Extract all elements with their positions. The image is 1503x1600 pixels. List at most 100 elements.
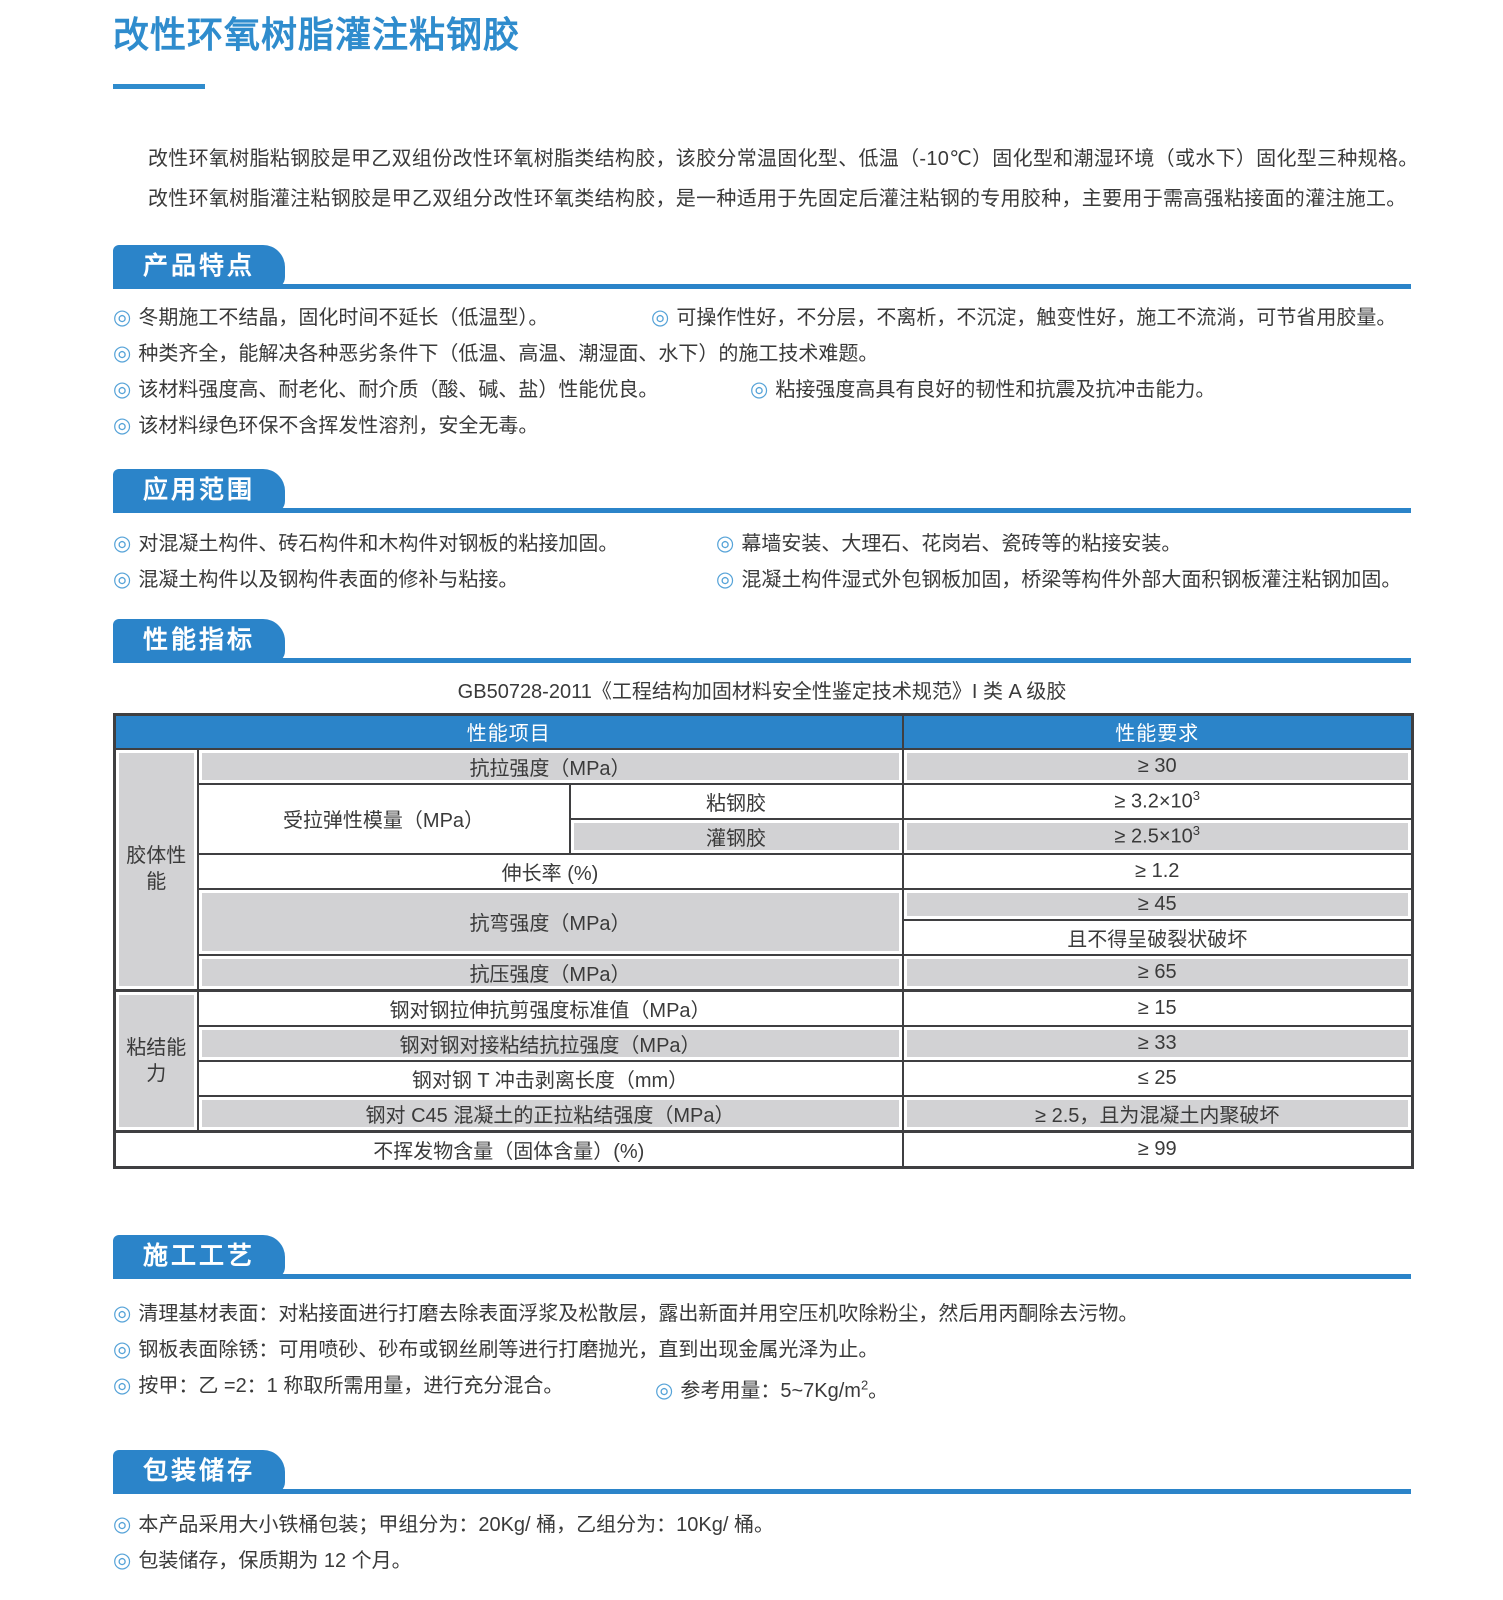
packaging-list: ◎ 本产品采用大小铁桶包装；甲组分为：20Kg/ 桶，乙组分为：10Kg/ 桶。 …	[113, 1512, 1411, 1574]
section-rule	[113, 1273, 1411, 1279]
list-row: ◎ 包装储存，保质期为 12 个月。	[113, 1548, 1411, 1574]
double-circle-bullet-icon: ◎	[716, 568, 735, 591]
list-item-text: 该材料强度高、耐老化、耐介质（酸、碱、盐）性能优良。	[138, 379, 659, 401]
exponent: 3	[1192, 788, 1201, 804]
list-item-text: 钢板表面除锈：可用喷砂、砂布或钢丝刷等进行打磨抛光，直到出现金属光泽为止。	[138, 1338, 879, 1361]
table-header-row: 性能项目 性能要求	[113, 713, 1414, 750]
double-circle-bullet-icon: ◎	[113, 1337, 132, 1361]
list-item-text: 混凝土构件以及钢构件表面的修补与粘接。	[138, 569, 519, 591]
list-row: ◎ 该材料强度高、耐老化、耐介质（酸、碱、盐）性能优良。 ◎ 粘接强度高具有良好的韧…	[113, 377, 1411, 403]
list-item-text: 本产品采用大小铁桶包装；甲组分为：20Kg/ 桶，乙组分为：10Kg/ 桶。	[138, 1514, 774, 1537]
requirement-cell: ≥ 33	[901, 1024, 1414, 1062]
double-circle-bullet-icon: ◎	[651, 306, 670, 329]
list-item-text: 参考用量：5~7Kg/m2。	[680, 1377, 889, 1403]
double-circle-bullet-icon: ◎	[716, 532, 735, 555]
section-header-applications: 应用范围	[113, 469, 1411, 513]
table-row: 粘结能力 钢对钢拉伸抗剪强度标准值（MPa） ≥ 15	[113, 988, 1414, 1132]
property-name-cell: 钢对 C45 混凝土的正拉粘结强度（MPa）	[196, 1094, 904, 1132]
section-rule	[113, 284, 1411, 289]
table-row: 钢对钢 T 冲击剥离长度（mm） ≤ 25	[115, 1059, 1414, 1097]
requirement-cell: ≥ 1.2	[901, 852, 1414, 890]
list-item: ◎ 可操作性好，不分层，不离析，不沉淀，触变性好，施工不流淌，可节省用胶量。	[651, 305, 1396, 331]
section-badge-applications: 应用范围	[113, 469, 286, 513]
list-row: ◎ 混凝土构件以及钢构件表面的修补与粘接。 ◎ 混凝土构件湿式外包钢板加固，桥梁等构…	[113, 567, 1411, 593]
list-item: ◎ 对混凝土构件、砖石构件和木构件对钢板的粘接加固。	[113, 531, 716, 557]
property-name-cell: 抗弯强度（MPa）	[196, 887, 904, 956]
list-item: ◎ 钢板表面除锈：可用喷砂、砂布或钢丝刷等进行打磨抛光，直到出现金属光泽为止。	[113, 1337, 878, 1363]
list-item-text: 粘接强度高具有良好的韧性和抗震及抗冲击能力。	[775, 379, 1216, 401]
list-item: ◎ 种类齐全，能解决各种恶劣条件下（低温、高温、潮湿面、水下）的施工技术难题。	[113, 341, 878, 367]
property-name-cell: 钢对钢拉伸抗剪强度标准值（MPa）	[196, 988, 904, 1027]
list-item-text: 种类齐全，能解决各种恶劣条件下（低温、高温、潮湿面、水下）的施工技术难题。	[138, 343, 879, 365]
requirement-cell: 且不得呈破裂状破坏	[901, 918, 1414, 956]
list-item-text: 对混凝土构件、砖石构件和木构件对钢板的粘接加固。	[138, 533, 619, 555]
page-title: 改性环氧树脂灌注粘钢胶	[113, 14, 521, 55]
performance-table: 性能项目 性能要求 胶体性能 抗拉强度（MPa） ≥ 30 受拉弹性模量（MPa…	[113, 713, 1415, 1169]
intro-paragraph: 改性环氧树脂粘钢胶是甲乙双组份改性环氧树脂类结构胶，该胶分常温固化型、低温（-1…	[148, 139, 1418, 219]
list-row: ◎ 对混凝土构件、砖石构件和木构件对钢板的粘接加固。 ◎ 幕墙安装、大理石、花岗岩、…	[113, 531, 1411, 557]
requirement-header-cell: 性能要求	[901, 713, 1414, 750]
section-header-features: 产品特点	[113, 245, 1411, 289]
property-header-cell: 性能项目	[113, 713, 904, 750]
table-caption: GB50728-2011《工程结构加固材料安全性鉴定技术规范》I 类 A 级胶	[457, 681, 1067, 703]
list-item-text: 混凝土构件湿式外包钢板加固，桥梁等构件外部大面积钢板灌注粘钢加固。	[741, 569, 1402, 591]
property-name-cell: 抗拉强度（MPa）	[196, 747, 904, 785]
exponent: 3	[1192, 823, 1201, 839]
property-name-cell: 钢对钢对接粘结抗拉强度（MPa）	[196, 1024, 904, 1062]
list-item-text: 该材料绿色环保不含挥发性溶剂，安全无毒。	[138, 415, 539, 437]
requirement-cell: ≥ 2.5×103	[901, 817, 1414, 855]
list-item: ◎ 该材料绿色环保不含挥发性溶剂，安全无毒。	[113, 413, 538, 439]
list-item: ◎ 粘接强度高具有良好的韧性和抗震及抗冲击能力。	[750, 377, 1215, 403]
section-header-performance: 性能指标	[113, 619, 1411, 663]
list-item-text: 清理基材表面：对粘接面进行打磨去除表面浮浆及松散层，露出新面并用空压机吹除粉尘，…	[138, 1302, 1139, 1325]
applications-list: ◎ 对混凝土构件、砖石构件和木构件对钢板的粘接加固。 ◎ 幕墙安装、大理石、花岗岩、…	[113, 531, 1411, 593]
process-list: ◎ 清理基材表面：对粘接面进行打磨去除表面浮浆及松散层，露出新面并用空压机吹除粉尘…	[113, 1301, 1411, 1405]
list-item-text: 可操作性好，不分层，不离析，不沉淀，触变性好，施工不流淌，可节省用胶量。	[676, 307, 1397, 329]
property-sub-cell: 灌钢胶	[568, 817, 904, 855]
section-badge-packaging: 包装储存	[113, 1450, 286, 1495]
double-circle-bullet-icon: ◎	[113, 306, 132, 329]
requirement-cell: ≥ 3.2×103	[901, 782, 1414, 820]
features-list: ◎ 冬期施工不结晶，固化时间不延长（低温型）。 ◎ 可操作性好，不分层，不离析，不沉…	[113, 305, 1411, 439]
double-circle-bullet-icon: ◎	[113, 1373, 132, 1397]
double-circle-bullet-icon: ◎	[113, 342, 132, 365]
group-label-cell: 粘结能力	[113, 988, 199, 1132]
list-item: ◎ 幕墙安装、大理石、花岗岩、瓷砖等的粘接安装。	[716, 531, 1181, 557]
double-circle-bullet-icon: ◎	[113, 1513, 132, 1537]
requirement-cell: ≥ 99	[901, 1129, 1414, 1168]
section-header-process: 施工工艺	[113, 1234, 1411, 1279]
section-rule	[113, 658, 1411, 663]
table-row: 钢对 C45 混凝土的正拉粘结强度（MPa） ≥ 2.5，且为混凝土内聚破坏	[115, 1094, 1414, 1132]
list-item-text: 包装储存，保质期为 12 个月。	[138, 1550, 412, 1573]
property-name-cell: 钢对钢 T 冲击剥离长度（mm）	[196, 1059, 904, 1097]
group-label-cell: 胶体性能	[113, 747, 199, 991]
double-circle-bullet-icon: ◎	[655, 1379, 674, 1403]
list-item: ◎ 本产品采用大小铁桶包装；甲组分为：20Kg/ 桶，乙组分为：10Kg/ 桶。	[113, 1512, 774, 1538]
requirement-cell: ≥ 65	[901, 953, 1414, 991]
section-badge-process: 施工工艺	[113, 1234, 286, 1279]
list-item-text: 幕墙安装、大理石、花岗岩、瓷砖等的粘接安装。	[741, 533, 1182, 555]
requirement-cell: ≥ 15	[901, 988, 1414, 1027]
list-row: ◎ 该材料绿色环保不含挥发性溶剂，安全无毒。	[113, 413, 1411, 439]
double-circle-bullet-icon: ◎	[113, 378, 132, 401]
list-item: ◎ 该材料强度高、耐老化、耐介质（酸、碱、盐）性能优良。	[113, 377, 750, 403]
table-row: 伸长率 (%) ≥ 1.2	[115, 852, 1414, 890]
requirement-cell: ≥ 2.5，且为混凝土内聚破坏	[901, 1094, 1414, 1132]
property-sub-cell: 粘钢胶	[568, 782, 904, 820]
property-name-cell: 抗压强度（MPa）	[196, 953, 904, 991]
list-row: ◎ 种类齐全，能解决各种恶劣条件下（低温、高温、潮湿面、水下）的施工技术难题。	[113, 341, 1411, 367]
double-circle-bullet-icon: ◎	[113, 1301, 132, 1325]
table-row: 灌钢胶 ≥ 2.5×103	[115, 817, 1414, 855]
exponent: 2	[860, 1377, 869, 1393]
list-row: ◎ 钢板表面除锈：可用喷砂、砂布或钢丝刷等进行打磨抛光，直到出现金属光泽为止。	[113, 1337, 1411, 1363]
double-circle-bullet-icon: ◎	[113, 532, 132, 555]
table-row: 受拉弹性模量（MPa） 粘钢胶 ≥ 3.2×103	[115, 782, 1414, 855]
property-name-cell: 受拉弹性模量（MPa）	[196, 782, 571, 855]
list-item-text: 按甲：乙 =2：1 称取所需用量，进行充分混合。	[138, 1374, 564, 1397]
table-row: 胶体性能 抗拉强度（MPa） ≥ 30	[113, 747, 1414, 991]
list-item: ◎ 按甲：乙 =2：1 称取所需用量，进行充分混合。	[113, 1373, 655, 1399]
requirement-cell: ≥ 45	[901, 887, 1414, 921]
list-item: ◎ 包装储存，保质期为 12 个月。	[113, 1548, 412, 1574]
list-row: ◎ 按甲：乙 =2：1 称取所需用量，进行充分混合。 ◎ 参考用量：5~7Kg/m2…	[113, 1373, 1411, 1405]
section-rule	[113, 1489, 1411, 1495]
